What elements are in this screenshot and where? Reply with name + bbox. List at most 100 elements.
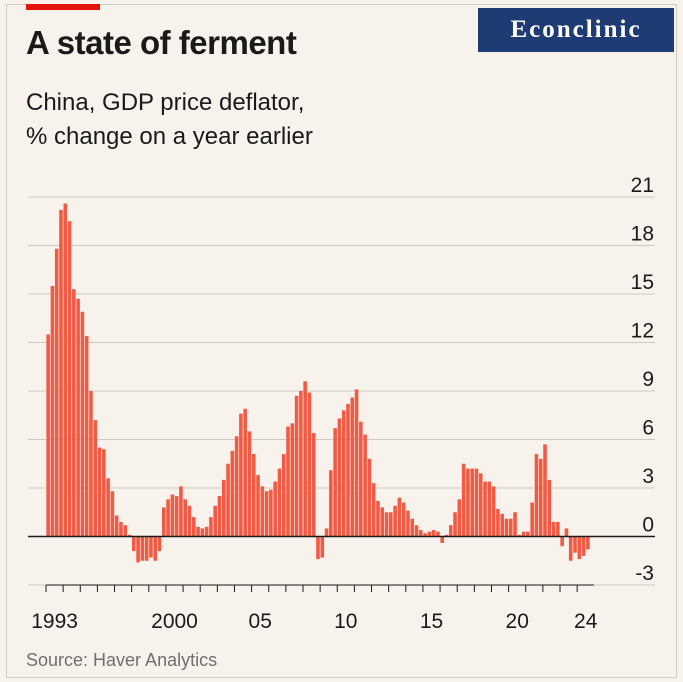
chart-title: A state of ferment	[26, 24, 297, 61]
y-tick-label: 0	[642, 514, 654, 537]
bar	[110, 491, 115, 537]
bar	[500, 513, 504, 537]
bar	[140, 536, 145, 561]
bar	[269, 489, 273, 537]
bar	[367, 458, 372, 537]
bar	[530, 502, 534, 537]
bar	[346, 403, 350, 537]
y-tick-label: 21	[631, 174, 654, 197]
bar	[431, 530, 436, 537]
bar	[106, 478, 110, 537]
bar	[397, 497, 402, 537]
bar	[114, 515, 119, 537]
bar	[350, 397, 355, 537]
subtitle-line-1: China, GDP price deflator,	[26, 89, 305, 116]
bar	[560, 536, 564, 547]
bar	[423, 533, 427, 537]
bar	[406, 510, 410, 537]
bar	[260, 486, 265, 537]
bar	[457, 499, 462, 537]
bar	[311, 433, 316, 537]
bar	[174, 496, 179, 537]
bar	[264, 491, 269, 537]
y-tick-label: 18	[631, 223, 654, 246]
bar	[410, 518, 415, 537]
bar	[187, 505, 192, 537]
bar	[384, 512, 389, 537]
y-tick-label: 3	[642, 465, 654, 488]
bar	[491, 486, 496, 537]
bar	[144, 536, 149, 561]
bar	[337, 418, 342, 537]
bar	[517, 534, 522, 537]
bar	[538, 458, 543, 537]
bar	[440, 536, 445, 543]
y-tick-label: -3	[635, 562, 654, 585]
bar	[273, 481, 277, 537]
bar	[183, 499, 188, 537]
bar	[573, 536, 577, 553]
bar	[119, 521, 123, 537]
bar	[568, 536, 573, 561]
bar	[508, 518, 513, 537]
bar	[46, 334, 50, 537]
y-tick-label: 12	[631, 320, 654, 343]
bar	[191, 517, 196, 537]
bar	[329, 470, 333, 537]
bar	[324, 528, 329, 537]
bar	[564, 528, 569, 537]
bar	[376, 500, 380, 537]
x-tick-label: 24	[574, 610, 598, 633]
bar	[281, 454, 286, 537]
bar	[470, 468, 474, 537]
bar	[221, 479, 226, 537]
x-tick-label: 2000	[151, 610, 198, 633]
bar	[354, 389, 359, 537]
bar	[234, 436, 239, 537]
bar	[251, 454, 256, 537]
bar	[76, 298, 80, 537]
bar	[89, 391, 93, 537]
bar	[157, 536, 162, 552]
bar	[371, 483, 376, 537]
bar	[217, 496, 222, 537]
x-tick-label: 20	[506, 610, 529, 633]
bar	[436, 531, 440, 537]
bar	[380, 507, 385, 537]
bar	[333, 428, 337, 537]
bar	[513, 512, 517, 537]
bar	[444, 534, 449, 537]
bar	[389, 512, 393, 537]
bar	[239, 413, 243, 537]
bar	[132, 536, 136, 552]
bar	[586, 536, 590, 550]
bar	[496, 509, 500, 537]
bar	[97, 447, 102, 537]
bar	[474, 468, 479, 537]
bar	[448, 525, 453, 537]
bar	[59, 209, 63, 537]
bar	[290, 423, 295, 537]
bar	[209, 517, 213, 537]
bar	[50, 285, 55, 537]
bar	[247, 431, 252, 537]
bar	[478, 473, 483, 537]
y-tick-label: 15	[631, 271, 654, 294]
bar	[286, 426, 290, 537]
subtitle-line-2: % change on a year earlier	[26, 123, 313, 150]
bar	[307, 392, 312, 537]
x-tick-label: 10	[334, 610, 357, 633]
bar	[93, 420, 98, 537]
bar	[102, 449, 106, 537]
bar	[577, 536, 582, 560]
bar	[461, 463, 466, 537]
y-tick-label: 9	[642, 368, 654, 391]
bar	[72, 289, 76, 537]
chart-frame	[6, 4, 677, 678]
chart-subtitle: China, GDP price deflator, % change on a…	[26, 86, 446, 154]
bar	[363, 434, 367, 537]
bar	[547, 479, 552, 537]
bar	[543, 444, 547, 537]
bar	[294, 395, 299, 537]
